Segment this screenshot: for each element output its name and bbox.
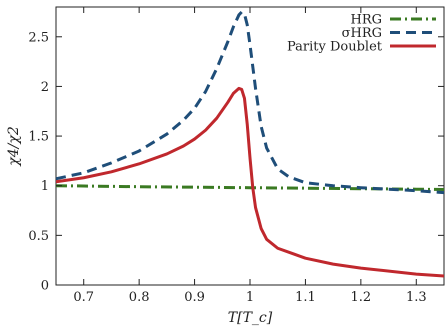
- y-tick-label: 0.5: [28, 229, 49, 244]
- y-tick-label: 1: [41, 179, 49, 194]
- y-tick-label: 2: [41, 80, 49, 95]
- legend-label: Parity Doublet: [287, 40, 383, 55]
- series-line-hrg: [56, 10, 444, 195]
- ticks-layer: 0.7 0.8 0.9 1 1.1 1.2 1.3 0 0.5 1 1.5 2 2.5: [28, 7, 444, 305]
- legend-label: σHRG: [342, 26, 382, 41]
- legend-label: HRG: [350, 13, 382, 28]
- x-tick-label: 1: [246, 290, 254, 305]
- x-tick-label: 1.1: [295, 290, 316, 305]
- x-axis-label: T[T_c]: [228, 310, 273, 326]
- x-tick-label: 0.7: [73, 290, 94, 305]
- series-layer: [56, 10, 444, 278]
- y-tick-label: 2.5: [28, 30, 49, 45]
- y-tick-label: 0: [41, 279, 49, 294]
- x-tick-label: 1.2: [351, 290, 372, 305]
- y-tick-label: 1.5: [28, 130, 49, 145]
- x-tick-label: 0.9: [184, 290, 205, 305]
- x-tick-label: 1.3: [406, 290, 427, 305]
- y-axis-label: χ4/χ2: [6, 126, 22, 167]
- series-line-parity-doublet: [56, 86, 444, 278]
- series-line-hrg: [56, 184, 444, 191]
- x-tick-label: 0.8: [129, 290, 150, 305]
